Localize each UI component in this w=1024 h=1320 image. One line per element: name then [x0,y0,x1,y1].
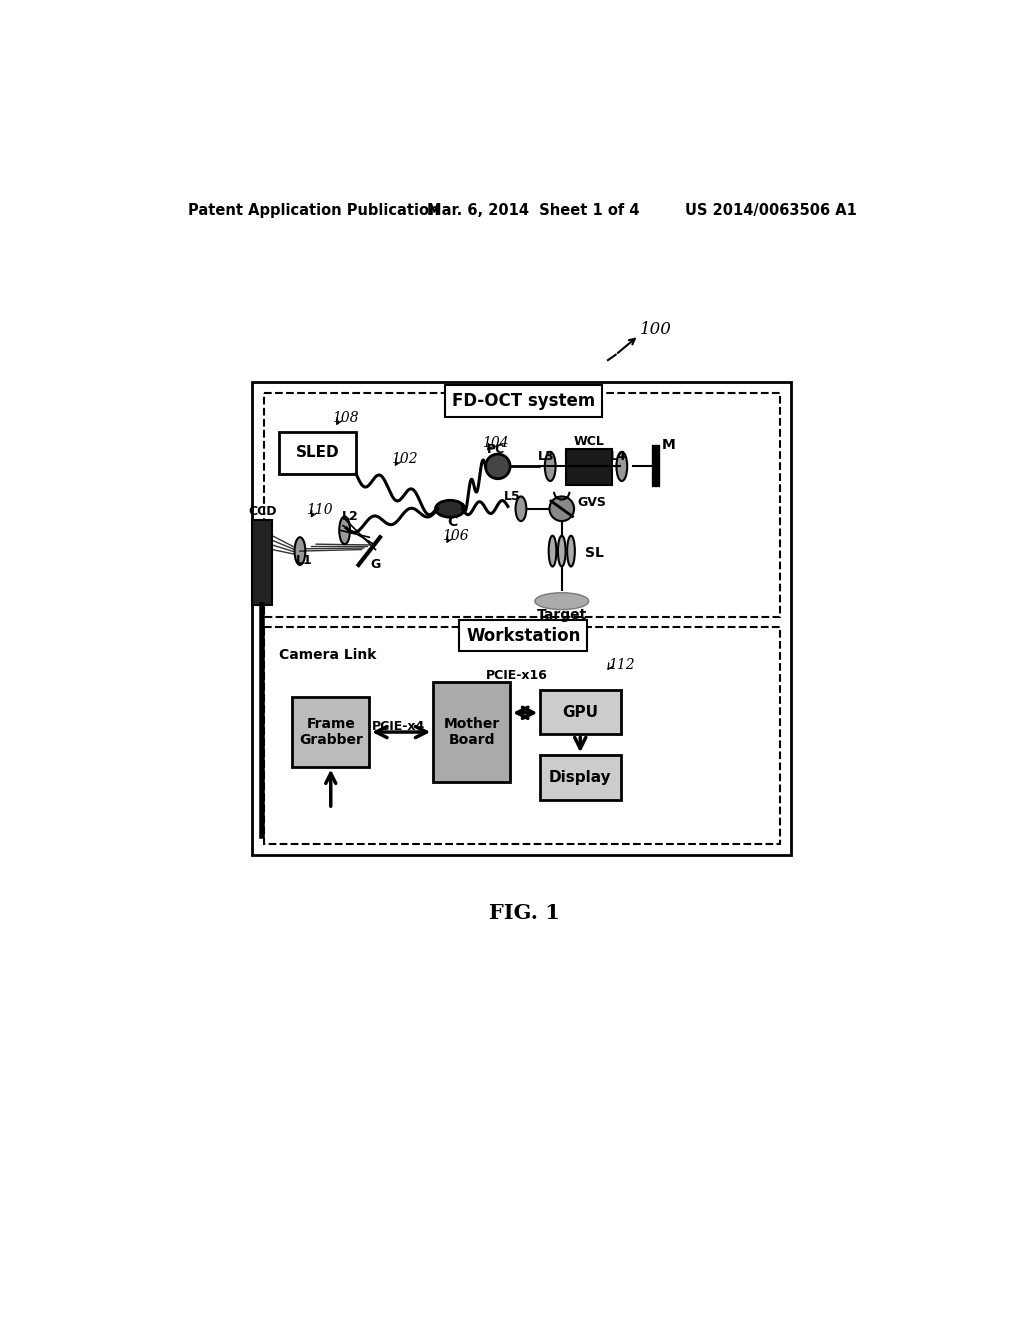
Text: 102: 102 [391,451,418,466]
Circle shape [485,454,510,479]
Text: GVS: GVS [578,496,606,510]
Text: FIG. 1: FIG. 1 [489,903,560,923]
Bar [252,520,272,605]
Bar [280,432,356,474]
Text: WCL: WCL [573,436,604,449]
Ellipse shape [549,536,556,566]
Text: L2: L2 [342,511,358,523]
Ellipse shape [515,496,526,521]
Bar [541,755,621,800]
Text: L1: L1 [296,554,312,568]
Text: Target: Target [537,609,587,622]
Text: L3: L3 [538,450,555,463]
Text: 108: 108 [333,411,359,425]
Text: SL: SL [585,545,604,560]
Text: Mother
Board: Mother Board [443,717,500,747]
Text: Frame
Grabber: Frame Grabber [299,717,362,747]
Bar [264,627,779,845]
Text: 110: 110 [306,503,333,516]
Text: 100: 100 [640,321,672,338]
Bar [252,381,792,855]
Text: GPU: GPU [562,705,598,719]
Text: C: C [447,515,458,529]
Text: Camera Link: Camera Link [280,648,377,663]
Ellipse shape [616,451,628,480]
Text: CCD: CCD [248,504,276,517]
Circle shape [550,496,574,521]
Bar [264,393,779,616]
Ellipse shape [339,516,350,544]
Ellipse shape [295,537,305,565]
Ellipse shape [435,500,465,517]
Text: Display: Display [549,770,611,785]
Ellipse shape [567,536,574,566]
Ellipse shape [558,536,565,566]
Text: US 2014/0063506 A1: US 2014/0063506 A1 [685,203,857,218]
Ellipse shape [535,593,589,610]
Text: PCIE-x16: PCIE-x16 [486,669,548,682]
Text: PCIE-x4: PCIE-x4 [372,721,425,733]
Text: 104: 104 [482,437,509,450]
Text: L5: L5 [504,490,521,503]
Text: SLED: SLED [296,445,340,461]
Text: Workstation: Workstation [466,627,581,644]
Bar [433,682,510,781]
Text: G: G [371,558,381,572]
Text: L4: L4 [610,450,627,463]
Bar [292,697,370,767]
Text: Patent Application Publication: Patent Application Publication [188,203,440,218]
Bar [565,449,611,484]
Ellipse shape [545,451,556,480]
Text: FD-OCT system: FD-OCT system [452,392,595,411]
Text: Mar. 6, 2014  Sheet 1 of 4: Mar. 6, 2014 Sheet 1 of 4 [427,203,640,218]
Text: 106: 106 [442,529,469,543]
Text: M: M [662,438,676,451]
Bar [541,689,621,734]
Text: PC: PC [486,444,505,455]
Text: 112: 112 [608,659,635,672]
